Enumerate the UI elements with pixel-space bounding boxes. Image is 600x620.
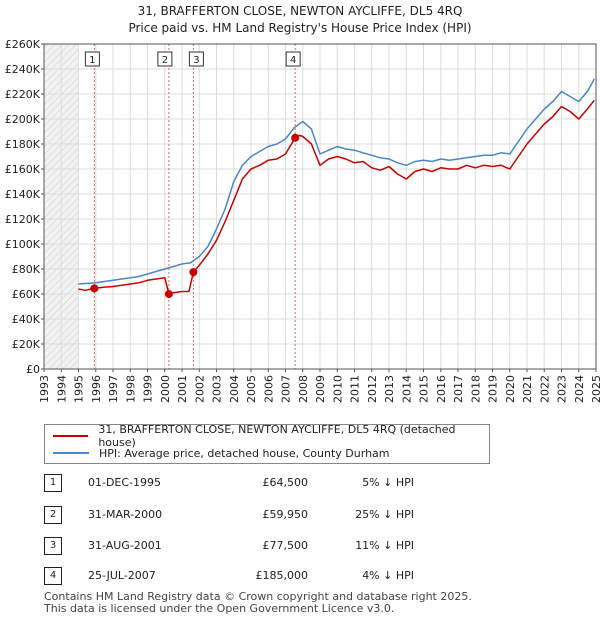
y-tick-label: £260K xyxy=(5,38,41,51)
sale-3-label: 3 xyxy=(193,55,199,66)
sale-price: £59,950 xyxy=(262,508,309,521)
sale-hpi-diff: 5% ↓ HPI xyxy=(362,476,414,489)
y-tick-label: £0 xyxy=(26,363,40,376)
sale-1-label-box xyxy=(84,51,100,67)
sale-price: £64,500 xyxy=(262,476,309,489)
sale-2-label: 2 xyxy=(162,55,168,66)
sale-4-label: 4 xyxy=(290,55,296,66)
sale-number-badge: 3 xyxy=(44,537,62,555)
x-tick-label: 1997 xyxy=(107,375,120,403)
y-tick-label: £40K xyxy=(12,313,41,326)
sale-2-point xyxy=(164,290,173,299)
x-tick-label: 2005 xyxy=(245,375,258,403)
y-tick-label: £140K xyxy=(5,188,41,201)
sale-date: 31-MAR-2000 xyxy=(88,508,163,521)
x-tick-label: 2012 xyxy=(366,375,379,403)
sale-date: 31-AUG-2001 xyxy=(88,539,162,552)
sale-number-badge: 2 xyxy=(44,506,62,524)
y-tick-label: £120K xyxy=(5,213,41,226)
y-tick-label: £100K xyxy=(5,238,41,251)
x-tick-label: 2000 xyxy=(159,375,172,403)
chart-legend: 31, BRAFFERTON CLOSE, NEWTON AYCLIFFE, D… xyxy=(44,423,490,464)
x-tick-label: 2018 xyxy=(469,375,482,403)
hpi-line xyxy=(78,78,595,285)
chart-title: 31, BRAFFERTON CLOSE, NEWTON AYCLIFFE, D… xyxy=(137,4,463,18)
x-tick-label: 2011 xyxy=(349,375,362,403)
sale-3-label-box xyxy=(188,51,204,67)
x-tick-label: 2001 xyxy=(176,375,189,403)
x-tick-label: 1993 xyxy=(38,375,51,403)
sale-number-badge: 1 xyxy=(44,474,62,492)
x-tick-label: 1998 xyxy=(124,375,137,403)
x-tick-label: 1994 xyxy=(55,375,68,403)
x-tick-label: 2010 xyxy=(331,375,344,403)
sale-2-label-box xyxy=(157,51,173,67)
sale-4-point xyxy=(291,133,300,142)
sale-price: £77,500 xyxy=(262,539,309,552)
sale-hpi-diff: 4% ↓ HPI xyxy=(362,569,414,582)
x-tick-label: 2016 xyxy=(435,375,448,403)
sale-1-point xyxy=(90,284,99,293)
property-price-line xyxy=(78,99,595,295)
legend-item-hpi: HPI: Average price, detached house, Coun… xyxy=(53,445,390,461)
legend-label-property: 31, BRAFFERTON CLOSE, NEWTON AYCLIFFE, D… xyxy=(98,423,456,449)
x-tick-label: 2007 xyxy=(280,375,293,403)
x-tick-label: 2023 xyxy=(556,375,569,403)
legend-label-hpi: HPI: Average price, detached house, Coun… xyxy=(99,446,390,460)
x-tick-label: 1995 xyxy=(73,375,86,403)
footer-licence: This data is licensed under the Open Gov… xyxy=(44,602,395,615)
x-tick-label: 2017 xyxy=(452,375,465,403)
sale-3-point xyxy=(189,268,198,277)
legend-swatch-hpi xyxy=(53,452,89,454)
x-tick-label: 2025 xyxy=(590,375,600,403)
legend-swatch-property xyxy=(53,435,89,437)
x-tick-label: 2014 xyxy=(400,375,413,403)
x-tick-label: 1999 xyxy=(142,375,155,403)
y-tick-label: £160K xyxy=(5,163,41,176)
footer-copyright: Contains HM Land Registry data © Crown c… xyxy=(44,590,472,603)
y-tick-label: £220K xyxy=(5,88,41,101)
sale-price: £185,000 xyxy=(255,569,309,582)
legend-item-property: 31, BRAFFERTON CLOSE, NEWTON AYCLIFFE, D… xyxy=(53,423,489,449)
price-chart: 1 2 3 4 £0 £20K £40K £60K £80K £100K £120K £140K £16… xyxy=(5,38,600,403)
x-tick-label: 2013 xyxy=(383,375,396,403)
y-tick-label: £80K xyxy=(12,263,41,276)
chart-subtitle: Price paid vs. HM Land Registry's House … xyxy=(128,21,472,35)
sale-hpi-diff: 11% ↓ HPI xyxy=(355,539,414,552)
x-tick-label: 2021 xyxy=(521,375,534,403)
x-tick-label: 2008 xyxy=(297,375,310,403)
y-tick-label: £180K xyxy=(5,138,41,151)
sale-4-label-box xyxy=(285,51,301,67)
x-tick-label: 2009 xyxy=(314,375,327,403)
y-tick-label: £20K xyxy=(12,338,41,351)
x-tick-label: 2004 xyxy=(228,375,241,403)
y-tick-label: £240K xyxy=(5,63,41,76)
x-tick-label: 2006 xyxy=(262,375,275,403)
x-tick-label: 2019 xyxy=(487,375,500,403)
x-tick-label: 2003 xyxy=(211,375,224,403)
x-tick-label: 2020 xyxy=(504,375,517,403)
x-tick-label: 2015 xyxy=(418,375,431,403)
sale-hpi-diff: 25% ↓ HPI xyxy=(355,508,414,521)
sale-1-label: 1 xyxy=(89,55,95,66)
x-tick-label: 1996 xyxy=(90,375,103,403)
y-tick-label: £200K xyxy=(5,113,41,126)
x-tick-label: 2002 xyxy=(193,375,206,403)
sale-date: 01-DEC-1995 xyxy=(88,476,162,489)
x-tick-label: 2022 xyxy=(538,375,551,403)
y-tick-label: £60K xyxy=(12,288,41,301)
x-tick-label: 2024 xyxy=(573,375,586,403)
sale-number-badge: 4 xyxy=(44,567,62,585)
sale-date: 25-JUL-2007 xyxy=(88,569,156,582)
